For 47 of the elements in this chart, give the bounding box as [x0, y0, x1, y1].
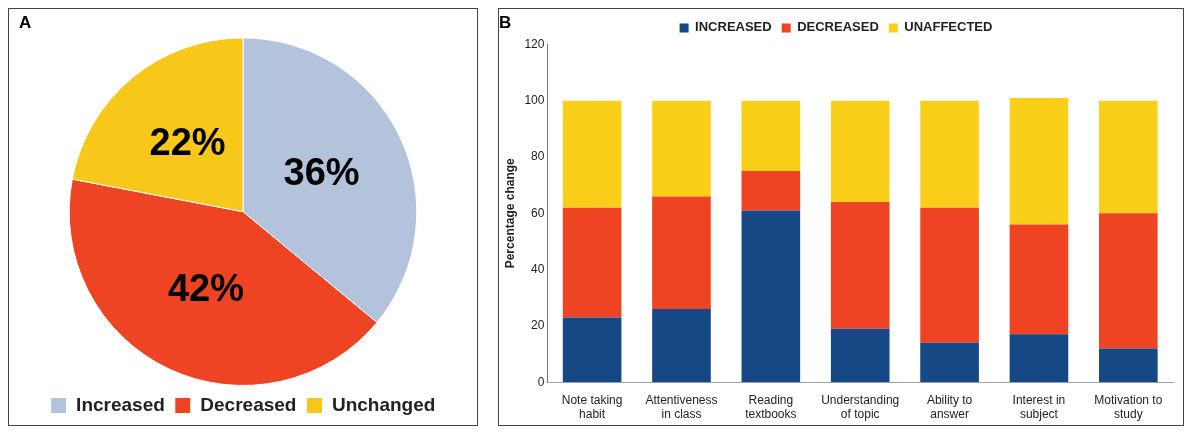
chart-title: A — [19, 12, 32, 32]
bar — [920, 207, 979, 343]
bar — [1099, 213, 1158, 349]
legend-label: INCREASED — [695, 19, 772, 35]
x-tick-label: Ability to answer — [926, 392, 973, 422]
legend-label: UNAFFECTED — [904, 19, 993, 35]
y-tick-label: 20 — [531, 318, 545, 333]
legend-label: Decreased — [200, 393, 297, 415]
y-tick-label: 40 — [531, 261, 545, 276]
chart-title: B — [499, 12, 512, 32]
x-tick-label: Understanding of topic — [821, 392, 900, 422]
bar — [920, 100, 979, 208]
data-label: 36% — [283, 151, 360, 194]
bar — [830, 100, 890, 203]
y-tick-label: 120 — [524, 36, 545, 51]
bar — [1099, 348, 1158, 383]
bar — [741, 171, 801, 211]
x-tick-label: Reading textbooks — [745, 392, 797, 422]
bar — [1099, 100, 1158, 214]
legend-label: Increased — [76, 393, 165, 415]
y-tick-label: 0 — [537, 374, 545, 389]
x-tick-label: Interest in subject — [1012, 392, 1066, 422]
x-tick-label: Attentiveness in class — [645, 392, 718, 422]
bar — [920, 342, 979, 383]
data-label: 22% — [149, 121, 226, 164]
data-label: 42% — [167, 266, 245, 309]
legend-label: Unchanged — [331, 393, 436, 415]
bar — [652, 196, 711, 310]
bar — [741, 210, 801, 383]
y-axis-title: Percentage change — [502, 157, 517, 269]
y-tick-label: 100 — [524, 93, 545, 108]
bar — [830, 202, 890, 329]
bar — [652, 100, 711, 197]
bar — [562, 317, 622, 383]
x-tick-label: Motivation to study — [1094, 392, 1163, 422]
legend-label: DECREASED — [797, 19, 879, 35]
bar — [562, 100, 622, 208]
y-tick-label: 60 — [531, 205, 545, 220]
y-tick-label: 80 — [531, 149, 545, 164]
bar — [830, 328, 890, 383]
bar — [652, 309, 711, 383]
bar — [562, 207, 622, 318]
x-tick-label: Note taking habit — [561, 392, 623, 422]
bar — [741, 100, 801, 172]
bar — [1009, 97, 1069, 225]
bar — [1009, 224, 1069, 335]
bar — [1009, 334, 1069, 383]
